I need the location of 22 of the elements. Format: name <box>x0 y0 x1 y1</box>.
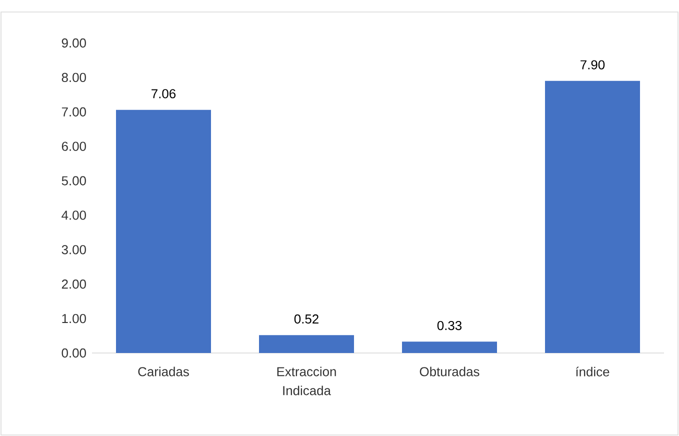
data-label: 7.90 <box>580 60 605 70</box>
y-tick-label: 5.00 <box>62 176 86 186</box>
bar <box>259 335 354 353</box>
bar <box>116 110 211 353</box>
y-tick-label: 9.00 <box>62 38 86 48</box>
x-tick-label: índice <box>576 366 610 376</box>
data-label: 0.33 <box>437 320 462 330</box>
y-tick-label: 1.00 <box>62 314 86 324</box>
y-tick-label: 0.00 <box>62 348 86 358</box>
y-tick-label: 8.00 <box>62 72 86 82</box>
bar <box>402 342 498 353</box>
x-tick-label: Cariadas <box>138 366 189 376</box>
y-tick-label: 4.00 <box>62 210 86 220</box>
data-label: 0.52 <box>294 314 318 324</box>
y-tick-label: 6.00 <box>62 142 86 151</box>
x-tick-label: Extraccion Indicada <box>277 366 336 396</box>
y-tick-label: 7.00 <box>62 107 86 116</box>
y-tick-label: 3.00 <box>62 245 86 254</box>
x-tick-label: Obturadas <box>420 366 480 376</box>
y-tick-label: 2.00 <box>62 280 86 289</box>
bar <box>545 80 640 353</box>
data-label: 7.06 <box>152 89 176 98</box>
